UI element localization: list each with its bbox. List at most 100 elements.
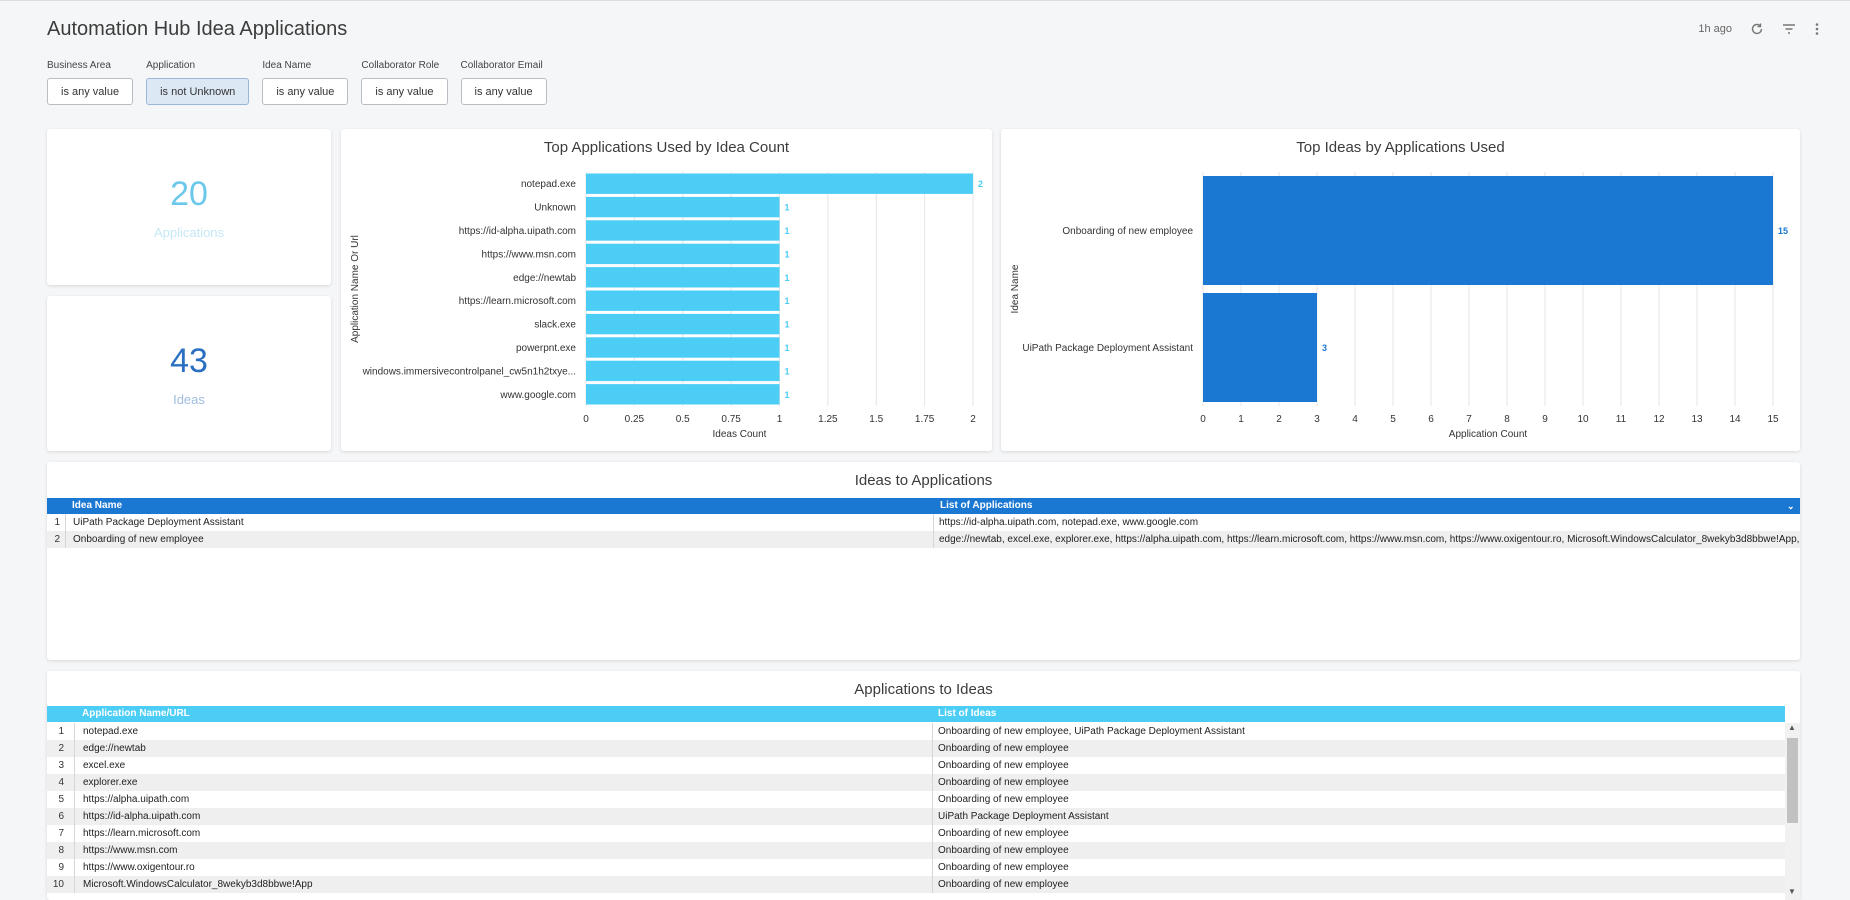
data-label: 15 [1778,226,1788,236]
table-scrollbar[interactable]: ▲ ▼ [1785,723,1800,900]
bar [586,220,780,241]
table-row[interactable]: 1 UiPath Package Deployment Assistant http… [47,514,1800,531]
column-header-idea-name[interactable]: Idea Name [72,500,123,511]
filter-label: Application [146,60,196,71]
column-header-application-name[interactable]: Application Name/URL [82,708,190,719]
table-row[interactable]: 10 Microsoft.WindowsCalculator_8wekyb3d8b… [47,876,1785,893]
filter-idea-name: Idea Name is any value [262,60,349,105]
category-label: https://www.msn.com [482,249,576,260]
filter-application: Application is not Unknown [146,60,250,105]
table-row[interactable]: 8 https://www.msn.com Onboarding of new em… [47,842,1785,859]
table-row[interactable]: 1 notepad.exe Onboarding of new employee, … [47,723,1785,740]
x-tick-label: 9 [1542,414,1548,425]
table-row[interactable]: 5 https://alpha.uipath.com Onboarding of n… [47,791,1785,808]
x-tick-label: 6 [1428,414,1434,425]
kpi-card-applications[interactable]: 20 Applications [47,129,331,285]
column-header-list-of-ideas[interactable]: List of Ideas [938,708,997,719]
cell-name: edge://newtab [83,743,146,754]
row-number: 10 [52,879,64,890]
table-row[interactable]: 9 https://www.oxigentour.ro Onboarding of … [47,859,1785,876]
chart-card-top-applications[interactable]: Top Applications Used by Idea Count 0 0.2… [341,129,992,451]
filter-label: Collaborator Role [361,60,440,71]
row-number: 7 [58,828,64,839]
table-row[interactable]: 4 explorer.exe Onboarding of new employee [47,774,1785,791]
cell-list: UiPath Package Deployment Assistant [938,811,1109,822]
x-tick-label: 1.25 [818,414,838,425]
filter-value-button[interactable]: is any value [361,78,448,105]
kpi-value: 20 [170,175,208,213]
data-label: 1 [785,343,790,353]
scroll-up-icon[interactable]: ▲ [1788,723,1796,732]
bar [586,384,780,405]
cell-name: https://www.oxigentour.ro [83,862,195,873]
x-tick-label: 13 [1691,414,1703,425]
kpi-card-ideas[interactable]: 43 Ideas [47,296,331,451]
category-label: edge://newtab [513,273,576,284]
data-label: 1 [785,203,790,213]
bar [1203,293,1317,402]
filter-value-button[interactable]: is any value [460,78,547,105]
filter-value-button[interactable]: is any value [262,78,349,105]
column-header-list-of-applications[interactable]: List of Applications [940,500,1033,511]
x-tick-label: 12 [1653,414,1665,425]
column-divider [933,514,934,548]
table-row[interactable]: 2 Onboarding of new employee edge://newtab… [47,531,1800,548]
x-tick-label: 15 [1767,414,1779,425]
top-border [0,0,1850,1]
bar [586,290,780,311]
data-label: 1 [785,249,790,259]
more-vert-icon[interactable] [1814,22,1820,36]
cell-list: Onboarding of new employee [938,760,1069,771]
row-number: 2 [54,534,60,545]
page-title: Automation Hub Idea Applications [47,18,348,40]
table-title: Ideas to Applications [854,472,993,489]
table-row[interactable]: 7 https://learn.microsoft.com Onboarding o… [47,825,1785,842]
cell-list: Onboarding of new employee [938,879,1069,890]
filter-value-button[interactable]: is not Unknown [146,78,250,105]
kpi-label: Ideas [173,392,205,407]
cell-list: Onboarding of new employee [938,862,1069,873]
row-number: 4 [58,777,64,788]
data-label: 2 [978,179,983,189]
table-row[interactable]: 3 excel.exe Onboarding of new employee [47,757,1785,774]
scroll-down-icon[interactable]: ▼ [1788,887,1796,896]
table-row[interactable]: 2 edge://newtab Onboarding of new employee [47,740,1785,757]
cell-name: notepad.exe [83,726,139,737]
row-number: 6 [58,811,64,822]
row-number: 2 [58,743,64,754]
row-number: 9 [58,862,64,873]
x-tick-label: 1.5 [869,414,883,425]
cell-name: explorer.exe [83,777,138,788]
cell-name: Microsoft.WindowsCalculator_8wekyb3d8bbw… [83,879,313,890]
scrollbar-thumb[interactable] [1787,738,1798,823]
data-label: 3 [1322,343,1327,353]
applications-to-ideas-card: Applications to Ideas Application Name/U… [47,671,1800,900]
filter-label: Business Area [47,60,111,71]
cell-list: Onboarding of new employee [938,777,1069,788]
category-label: Unknown [534,203,576,214]
cell-name: https://id-alpha.uipath.com [83,811,201,822]
filter-label: Idea Name [262,60,312,71]
refresh-icon[interactable] [1750,22,1764,36]
filter-value-button[interactable]: is any value [47,78,134,105]
x-tick-label: 1 [1238,414,1244,425]
data-label: 1 [785,296,790,306]
cell-list: Onboarding of new employee [938,743,1069,754]
category-label: https://id-alpha.uipath.com [459,226,576,237]
category-label: UiPath Package Deployment Assistant [1022,343,1193,354]
x-axis-title: Ideas Count [713,429,767,440]
x-tick-label: 0 [1200,414,1206,425]
cell-name: https://learn.microsoft.com [83,828,201,839]
table-header: Application Name/URL List of Ideas [47,706,1785,722]
bar [586,267,780,288]
chart-title: Top Ideas by Applications Used [1296,139,1505,156]
chevron-down-icon[interactable]: ⌄ [1787,501,1795,511]
filter-icon[interactable] [1782,23,1796,35]
table-row[interactable]: 6 https://id-alpha.uipath.com UiPath Packa… [47,808,1785,825]
filter-collaborator-role: Collaborator Role is any value [361,60,448,105]
x-tick-label: 10 [1577,414,1589,425]
cell-list: Onboarding of new employee [938,794,1069,805]
column-divider [932,723,933,893]
